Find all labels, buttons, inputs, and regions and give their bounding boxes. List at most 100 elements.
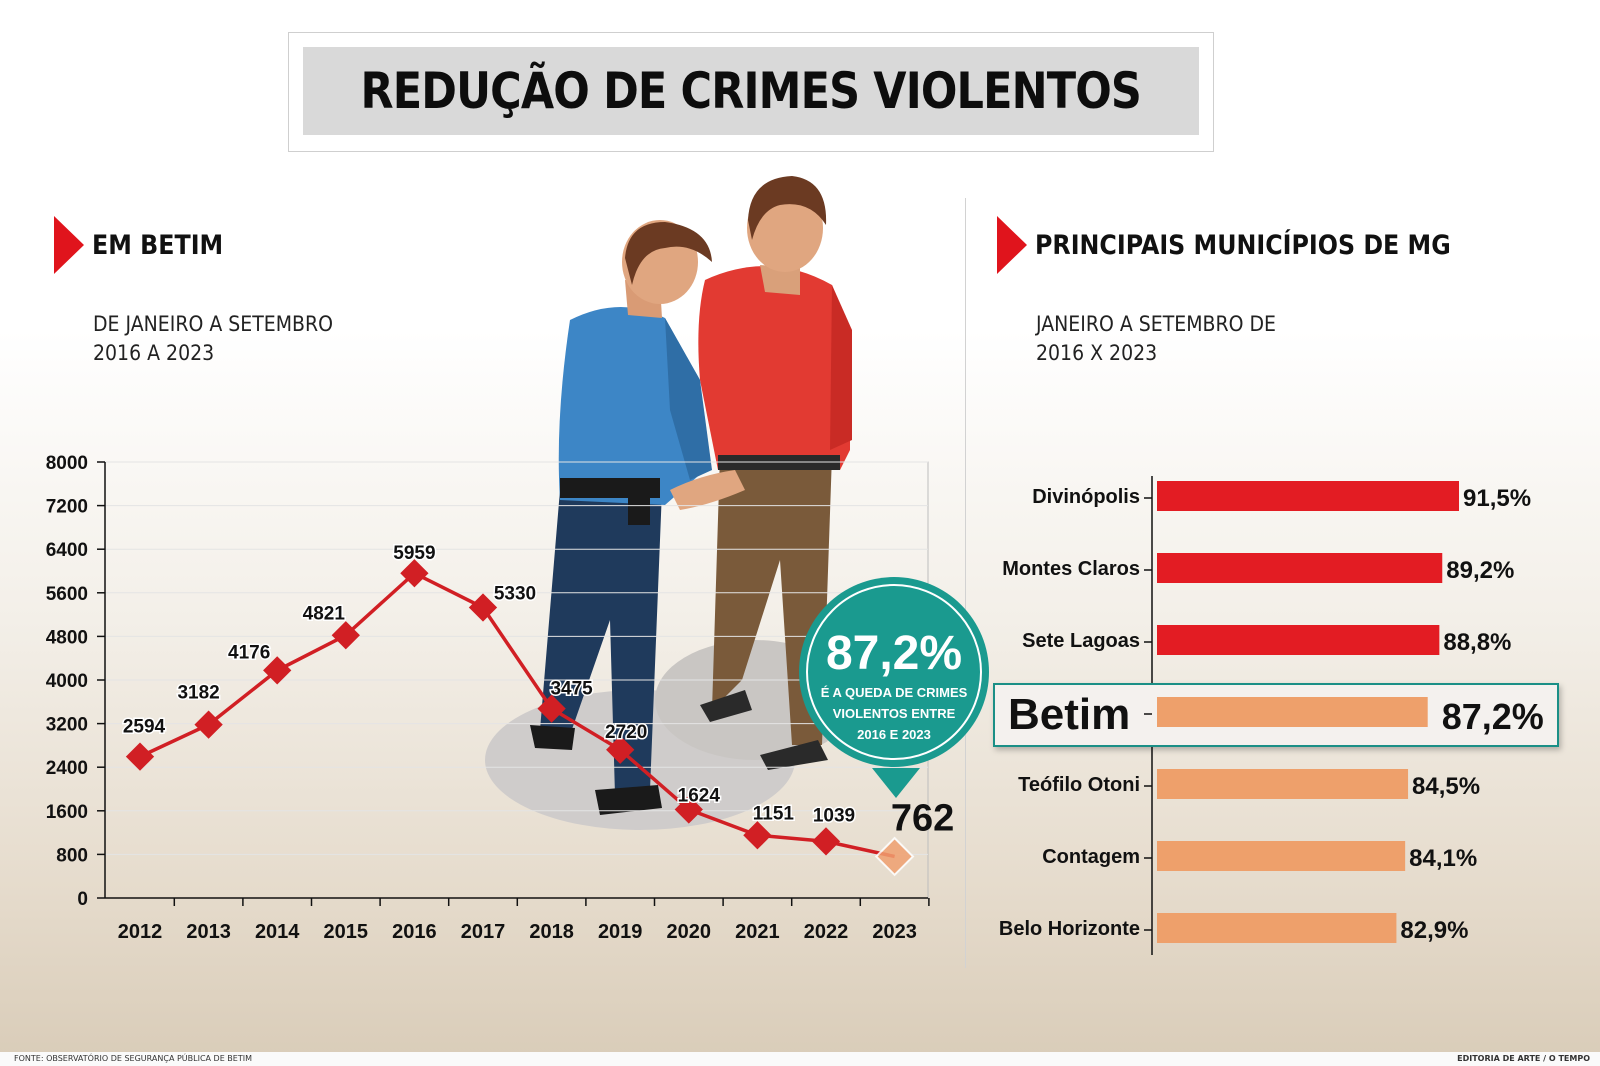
y-tick-label: 7200: [46, 497, 88, 518]
data-labels: 2594 3182 4176 4821 5959 5330 3475 2720 1624 1151…: [121, 542, 954, 840]
callout-circle: [799, 577, 989, 767]
data-point: [400, 559, 429, 588]
data-point: [674, 795, 703, 824]
left-subtitle: DE JANEIRO A SETEMBRO 2016 A 2023: [93, 310, 333, 368]
page-title: REDUÇÃO DE CRIMES VIOLENTOS: [360, 62, 1142, 120]
series-points: [125, 559, 915, 877]
left-heading-text: EM BETIM: [92, 229, 224, 261]
source-text: FONTE: OBSERVATÓRIO DE SEGURANÇA PÚBLICA…: [14, 1054, 252, 1063]
y-tick-label: 3200: [46, 715, 88, 736]
data-label: 2720: [605, 722, 647, 743]
bar: [1157, 553, 1443, 583]
callout-ring: [806, 584, 982, 760]
data-point: [125, 742, 155, 771]
bar-category-label: Divinópolis: [1032, 486, 1140, 508]
bar-value-label: 89,2%: [1446, 557, 1514, 584]
right-heading-text: PRINCIPAIS MUNICÍPIOS DE MG: [1035, 229, 1451, 261]
data-point-highlight: [874, 836, 915, 877]
grid-lines: [105, 461, 928, 855]
x-tick-label: 2014: [255, 921, 300, 943]
data-label: 5959: [393, 543, 435, 564]
y-tick-label: 8000: [46, 453, 88, 474]
y-tick-label: 6400: [46, 540, 88, 561]
y-axis-ticks: 0 800 1600 2400 3200 4000 4800 5600 6400 7200 8000: [46, 453, 928, 910]
y-tick-label: 4800: [46, 627, 88, 648]
x-tick-label: 2012: [118, 921, 163, 943]
callout-bubble: 87,2% É A QUEDA DE CRIMES VIOLENTOS ENTR…: [799, 577, 989, 798]
bar-category-label: Montes Claros: [1002, 558, 1140, 580]
right-subtitle-line2: 2016 X 2023: [1036, 341, 1158, 365]
x-tick-label: 2015: [324, 921, 369, 943]
bar-category-label: Betim: [1008, 690, 1130, 739]
x-tick-label: 2022: [804, 921, 849, 943]
data-label: 4176: [228, 642, 270, 663]
bar-rows: Divinópolis 91,5% Montes Claros 89,2% Sete L…: [993, 481, 1559, 944]
data-point: [743, 821, 772, 850]
x-tick-label: 2021: [735, 921, 780, 943]
x-tick-label: 2017: [461, 921, 506, 943]
footer: FONTE: OBSERVATÓRIO DE SEGURANÇA PÚBLICA…: [0, 1052, 1600, 1066]
bar: [1157, 697, 1428, 727]
bar-row: Sete Lagoas 88,8%: [1022, 625, 1511, 656]
data-point: [537, 694, 566, 723]
bar-value-label: 88,8%: [1443, 629, 1511, 656]
credit-text: EDITORIA DE ARTE / O TEMPO: [1457, 1054, 1590, 1063]
title-box: REDUÇÃO DE CRIMES VIOLENTOS: [288, 32, 1214, 152]
left-subtitle-line1: DE JANEIRO A SETEMBRO: [93, 312, 333, 336]
bar-category-label: Contagem: [1042, 846, 1140, 868]
bar-row: Divinópolis 91,5%: [1032, 481, 1531, 512]
bar-category-label: Belo Horizonte: [999, 918, 1140, 940]
callout-line2: VIOLENTOS ENTRE: [833, 706, 956, 721]
data-label: 762: [891, 797, 954, 839]
data-label: 2594: [123, 717, 166, 738]
y-tick-label: 0: [77, 889, 88, 910]
bar-value-label: 84,5%: [1412, 773, 1480, 800]
left-section-heading: EM BETIM: [54, 216, 241, 274]
bar-value-label: 84,1%: [1409, 845, 1477, 872]
bar: [1157, 913, 1397, 943]
bar-row: Belo Horizonte 82,9%: [999, 913, 1468, 944]
data-point: [606, 735, 635, 764]
bar-value-label: 82,9%: [1400, 917, 1468, 944]
y-tick-label: 4000: [46, 671, 88, 692]
bar-row: Contagem 84,1%: [1042, 841, 1477, 872]
callout-line1: É A QUEDA DE CRIMES: [821, 685, 968, 700]
y-tick-label: 1600: [46, 802, 88, 823]
bar-value-label: 87,2%: [1442, 696, 1544, 737]
y-tick-label: 5600: [46, 584, 88, 605]
data-label: 3475: [550, 679, 593, 700]
line-chart: 0 800 1600 2400 3200 4000 4800 5600 6400 7200 8000…: [46, 453, 955, 943]
bar: [1157, 481, 1459, 511]
x-axis-ticks: 2012 2013 2014 2015 2016 2017 2018 2019 2020 2021…: [118, 898, 930, 943]
title-banner: REDUÇÃO DE CRIMES VIOLENTOS: [303, 47, 1199, 135]
bar-value-label: 91,5%: [1463, 485, 1531, 512]
section-divider: [965, 198, 966, 968]
bar-row: Betim 87,2%: [993, 683, 1559, 747]
right-section-heading: PRINCIPAIS MUNICÍPIOS DE MG: [997, 216, 1507, 274]
bar-chart: Divinópolis 91,5% Montes Claros 89,2% Sete L…: [993, 476, 1559, 955]
red-arrow-icon: [54, 216, 84, 274]
bar-row: Montes Claros 89,2%: [1002, 553, 1514, 584]
data-label: 5330: [494, 584, 536, 605]
data-label: 4821: [303, 603, 346, 624]
bar: [1157, 841, 1406, 871]
x-tick-label: 2018: [529, 921, 574, 943]
callout-line3: 2016 E 2023: [857, 727, 931, 742]
bar-row: Teófilo Otoni 84,5%: [1018, 769, 1480, 800]
y-tick-label: 2400: [46, 758, 88, 779]
data-point: [331, 621, 360, 650]
y-tick-label: 800: [56, 845, 88, 866]
data-label: 1624: [678, 785, 721, 806]
arrest-illustration: [485, 176, 855, 830]
data-point: [811, 827, 841, 856]
bar-category-label: Teófilo Otoni: [1018, 774, 1140, 796]
bar: [1157, 769, 1409, 799]
left-subtitle-line2: 2016 A 2023: [93, 341, 215, 365]
data-label: 1039: [813, 805, 855, 826]
right-subtitle: JANEIRO A SETEMBRO DE 2016 X 2023: [1036, 310, 1276, 368]
red-arrow-icon: [997, 216, 1027, 274]
data-point: [468, 593, 498, 622]
bar-category-label: Sete Lagoas: [1022, 630, 1140, 652]
data-point: [194, 710, 223, 739]
